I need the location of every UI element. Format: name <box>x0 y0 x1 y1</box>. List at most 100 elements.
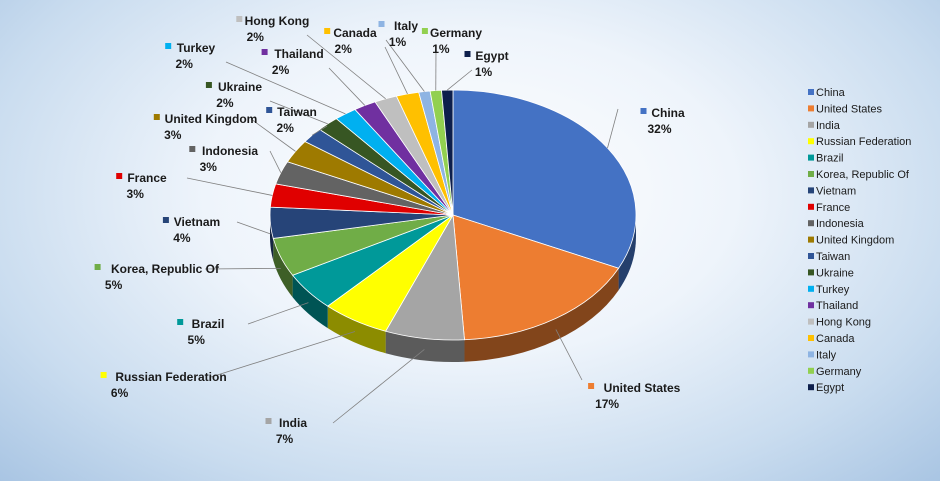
data-label-value-14: 2% <box>247 30 265 44</box>
legend-label-7: France <box>816 202 850 214</box>
label-marker-17 <box>421 28 428 34</box>
leader-line-9 <box>250 118 296 152</box>
leader-lines <box>186 34 619 424</box>
data-label-value-8: 3% <box>200 160 218 174</box>
data-label-value-7: 3% <box>127 187 145 201</box>
slice-side-0 <box>618 215 636 291</box>
leader-line-10 <box>311 125 328 136</box>
slice-side-2 <box>385 331 465 362</box>
legend-label-14: Hong Kong <box>816 317 871 329</box>
data-label-name-14: Hong Kong <box>245 14 310 28</box>
leader-line-18 <box>446 69 473 91</box>
data-label-value-16: 1% <box>389 35 407 49</box>
label-marker-12 <box>165 43 172 49</box>
slice-side-3 <box>327 306 386 354</box>
label-marker-14 <box>236 16 243 22</box>
data-label-name-11: Ukraine <box>218 80 262 94</box>
leader-line-4 <box>247 302 309 325</box>
label-marker-5 <box>94 264 101 270</box>
data-label-value-11: 2% <box>216 96 234 110</box>
legend-label-15: Canada <box>816 333 855 345</box>
leader-line-5 <box>204 267 281 270</box>
pie-side-walls <box>270 215 636 362</box>
leader-line-12 <box>225 61 346 115</box>
legend-swatch-10 <box>808 253 814 259</box>
data-label-value-0: 32% <box>647 122 671 136</box>
legend-swatch-6 <box>808 187 814 194</box>
data-label-value-2: 7% <box>276 432 294 446</box>
slice-18[interactable] <box>441 89 454 216</box>
data-label-name-6: Vietnam <box>174 215 220 229</box>
legend-swatch-18 <box>808 384 814 391</box>
legend-swatch-7 <box>808 203 814 210</box>
data-label-name-1: United States <box>604 381 681 395</box>
legend-swatch-14 <box>808 318 814 325</box>
legend-label-17: Germany <box>816 366 862 378</box>
label-marker-9 <box>153 114 160 120</box>
leader-line-14 <box>306 34 386 100</box>
slice-0[interactable] <box>452 89 637 269</box>
slice-side-1 <box>464 268 619 362</box>
label-marker-0 <box>640 108 647 114</box>
label-marker-8 <box>189 146 196 152</box>
label-marker-15 <box>324 28 331 34</box>
legend-label-8: Indonesia <box>816 218 865 230</box>
leader-line-13 <box>328 67 366 106</box>
legend-swatch-3 <box>808 138 814 145</box>
leader-line-11 <box>269 100 328 125</box>
data-label-value-3: 6% <box>111 386 129 400</box>
label-marker-10 <box>266 107 273 113</box>
legend-label-2: India <box>816 120 841 132</box>
legend-label-16: Italy <box>816 349 837 361</box>
legend-label-6: Vietnam <box>816 185 856 197</box>
legend-label-3: Russian Federation <box>816 136 911 148</box>
legend-swatch-16 <box>808 351 814 358</box>
legend-swatch-11 <box>808 269 814 276</box>
legend: China United States India Russian Federatio… <box>808 87 911 394</box>
label-marker-11 <box>205 82 212 88</box>
data-label-value-13: 2% <box>272 63 290 77</box>
data-labels: China 32% United States 17% India 7% Russian F… <box>94 14 685 446</box>
data-label-name-10: Taiwan <box>277 105 317 119</box>
legend-label-9: United Kingdom <box>816 235 894 247</box>
slice-side-5 <box>273 238 293 298</box>
data-label-value-4: 5% <box>188 333 206 347</box>
data-label-name-17: Germany <box>430 26 482 40</box>
data-label-name-7: France <box>127 171 167 185</box>
leader-line-15 <box>384 46 408 95</box>
leader-line-0 <box>607 108 619 149</box>
legend-swatch-12 <box>808 285 814 292</box>
legend-label-12: Turkey <box>816 284 850 296</box>
leader-line-1 <box>555 329 583 381</box>
slice-side-6 <box>270 215 274 261</box>
leader-line-8 <box>269 150 282 173</box>
data-label-name-18: Egypt <box>475 49 508 63</box>
leader-line-6 <box>236 221 271 235</box>
label-marker-2 <box>265 418 272 424</box>
leader-line-7 <box>186 177 273 196</box>
legend-label-4: Brazil <box>816 153 844 165</box>
legend-swatch-17 <box>808 367 814 374</box>
label-marker-1 <box>588 383 595 389</box>
legend-swatch-1 <box>808 105 814 112</box>
legend-swatch-8 <box>808 220 814 227</box>
data-label-name-12: Turkey <box>177 41 216 55</box>
data-label-name-13: Thailand <box>274 47 323 61</box>
leader-line-3 <box>210 331 356 378</box>
legend-label-1: United States <box>816 103 883 115</box>
legend-label-10: Taiwan <box>816 251 850 263</box>
label-marker-18 <box>464 51 471 57</box>
data-label-name-16: Italy <box>394 19 418 33</box>
legend-swatch-4 <box>808 154 814 161</box>
label-marker-4 <box>177 319 184 325</box>
legend-label-0: China <box>816 87 846 99</box>
label-marker-16 <box>378 21 385 27</box>
data-label-value-9: 3% <box>164 128 182 142</box>
leader-line-16 <box>385 39 425 92</box>
legend-swatch-0 <box>808 89 814 95</box>
slice-1[interactable] <box>452 214 620 341</box>
legend-label-5: Korea, Republic Of <box>816 169 910 181</box>
legend-label-11: Ukraine <box>816 267 854 279</box>
